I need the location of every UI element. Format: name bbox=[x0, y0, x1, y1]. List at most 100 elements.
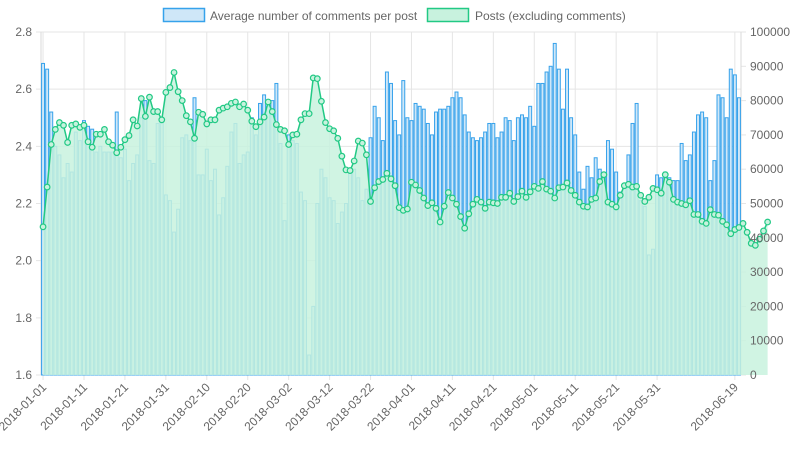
y-left-tick-label: 2.2 bbox=[15, 197, 32, 211]
line-point bbox=[706, 206, 714, 214]
line-point bbox=[240, 100, 248, 108]
y-left-tick-label: 2.4 bbox=[15, 139, 32, 153]
line-point bbox=[694, 211, 702, 218]
area-fill bbox=[43, 72, 768, 375]
line-point bbox=[616, 191, 624, 199]
y-right-tick-label: 60000 bbox=[750, 162, 784, 176]
line-point bbox=[735, 224, 743, 231]
line-point bbox=[440, 202, 448, 210]
x-tick-label: 2018-06-19 bbox=[688, 380, 742, 434]
line-point bbox=[256, 118, 264, 126]
line-point bbox=[461, 224, 469, 232]
line-point bbox=[146, 93, 153, 101]
line-point bbox=[39, 223, 47, 231]
line-point bbox=[109, 141, 117, 149]
y-right-tick-label: 80000 bbox=[750, 94, 784, 108]
line-point bbox=[612, 203, 620, 211]
line-point bbox=[244, 106, 252, 114]
line-point bbox=[187, 118, 194, 126]
line-point bbox=[633, 182, 641, 190]
y-right-tick-label: 70000 bbox=[750, 128, 784, 142]
line-point bbox=[661, 171, 669, 179]
y-right-tick-label: 90000 bbox=[750, 59, 784, 73]
line-point bbox=[453, 200, 460, 208]
line-point bbox=[338, 152, 346, 160]
line-point bbox=[264, 98, 272, 106]
line-point bbox=[174, 88, 182, 96]
legend-label-comments: Average number of comments per post bbox=[210, 9, 418, 23]
line-point bbox=[268, 108, 276, 115]
line-point bbox=[510, 198, 518, 205]
line-point bbox=[743, 228, 751, 236]
line-point bbox=[367, 198, 374, 205]
line-point bbox=[387, 175, 395, 183]
line-point bbox=[121, 136, 129, 144]
line-point bbox=[133, 122, 141, 130]
line-point bbox=[539, 178, 546, 185]
line-point bbox=[383, 169, 391, 177]
line-point bbox=[563, 179, 571, 187]
line-point bbox=[764, 218, 772, 226]
line-point bbox=[252, 123, 260, 131]
legend-swatch-posts bbox=[426, 7, 470, 23]
line-point bbox=[330, 127, 338, 135]
line-point bbox=[494, 200, 501, 207]
line-point bbox=[592, 194, 600, 202]
line-series bbox=[39, 69, 772, 375]
line-point bbox=[158, 116, 166, 124]
line-point bbox=[436, 218, 444, 226]
line-point bbox=[522, 193, 530, 201]
line-point bbox=[469, 200, 477, 208]
line-point bbox=[297, 116, 305, 124]
line-point bbox=[403, 205, 411, 213]
y-right-tick-label: 30000 bbox=[750, 265, 784, 279]
line-point bbox=[637, 191, 645, 199]
line-point bbox=[449, 194, 456, 202]
line-point bbox=[51, 126, 59, 133]
line-point bbox=[506, 189, 514, 197]
line-point bbox=[686, 197, 694, 205]
legend[interactable]: Average number of comments per post Post… bbox=[162, 7, 626, 24]
line-point bbox=[178, 97, 186, 104]
line-point bbox=[346, 167, 354, 174]
line-point bbox=[645, 193, 653, 201]
line-point bbox=[391, 182, 399, 190]
line-point bbox=[526, 188, 534, 196]
line-point bbox=[534, 185, 542, 192]
line-point bbox=[727, 230, 735, 238]
line-point bbox=[420, 194, 428, 202]
line-point bbox=[125, 132, 133, 139]
line-point bbox=[547, 187, 555, 195]
y-right-tick-label: 0 bbox=[750, 368, 757, 382]
legend-label-posts: Posts (excluding comments) bbox=[475, 9, 626, 23]
legend-item-posts[interactable]: Posts (excluding comments) bbox=[426, 7, 626, 24]
line-point bbox=[514, 193, 522, 201]
y-left-tick-label: 2.8 bbox=[15, 25, 32, 39]
line-point bbox=[47, 141, 55, 148]
line-point bbox=[96, 130, 104, 138]
y-right-tick-label: 40000 bbox=[750, 231, 784, 245]
legend-item-comments[interactable]: Average number of comments per post bbox=[162, 7, 418, 24]
line-point bbox=[281, 127, 288, 135]
line-point bbox=[166, 84, 174, 91]
line-point bbox=[571, 191, 579, 199]
y-right-tick-label: 100000 bbox=[750, 25, 790, 39]
line-point bbox=[657, 189, 665, 197]
line-point bbox=[641, 198, 649, 205]
line-point bbox=[371, 184, 379, 192]
line-point bbox=[363, 151, 370, 159]
line-point bbox=[760, 227, 767, 235]
line-point bbox=[162, 88, 170, 96]
y-left-tick-label: 1.8 bbox=[15, 311, 32, 325]
line-point bbox=[702, 219, 710, 227]
y-left-tick-label: 2.0 bbox=[15, 254, 32, 268]
line-point bbox=[350, 157, 358, 165]
legend-swatch-comments bbox=[162, 7, 206, 23]
line-point bbox=[293, 130, 301, 138]
line-point bbox=[272, 121, 280, 129]
line-point bbox=[751, 241, 759, 249]
line-point bbox=[182, 112, 190, 120]
line-point bbox=[322, 119, 329, 126]
line-point bbox=[88, 143, 96, 151]
